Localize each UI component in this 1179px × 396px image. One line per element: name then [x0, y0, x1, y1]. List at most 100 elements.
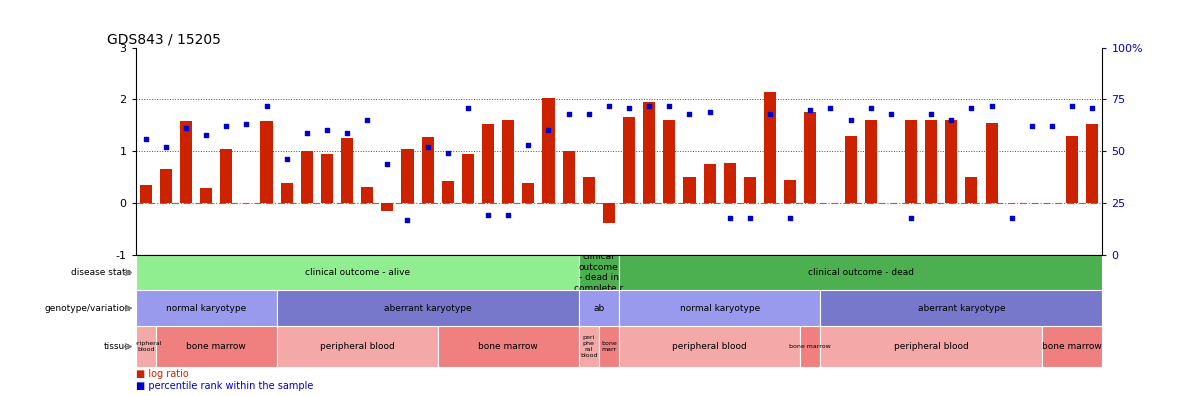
Point: [297, 129, 316, 136]
Point: [378, 160, 397, 167]
Text: aberrant karyotype: aberrant karyotype: [384, 304, 472, 312]
Text: bone marrow: bone marrow: [1042, 342, 1102, 351]
Bar: [341, 138, 354, 203]
Bar: [784, 180, 796, 203]
Point: [337, 129, 356, 136]
Bar: [442, 181, 454, 203]
Text: bone marrow: bone marrow: [479, 342, 538, 351]
Bar: [864, 120, 877, 203]
Point: [720, 214, 739, 221]
Bar: [502, 120, 514, 203]
Point: [599, 103, 618, 109]
Bar: [277, 326, 437, 367]
Bar: [462, 154, 474, 203]
Point: [660, 103, 679, 109]
Bar: [1042, 326, 1102, 367]
Bar: [821, 290, 1102, 326]
Point: [1002, 214, 1021, 221]
Text: peripheral
blood: peripheral blood: [130, 341, 162, 352]
Bar: [277, 290, 579, 326]
Point: [982, 103, 1001, 109]
Point: [217, 123, 236, 129]
Bar: [844, 135, 857, 203]
Point: [519, 142, 538, 148]
Bar: [139, 185, 152, 203]
Point: [579, 111, 598, 117]
Bar: [200, 188, 212, 203]
Bar: [579, 326, 599, 367]
Text: clinical outcome - alive: clinical outcome - alive: [304, 268, 409, 277]
Point: [1042, 123, 1061, 129]
Point: [882, 111, 901, 117]
Text: peripheral blood: peripheral blood: [894, 342, 968, 351]
Text: clinical
outcome
- dead in
complete r: clinical outcome - dead in complete r: [574, 253, 624, 293]
Point: [922, 111, 941, 117]
Point: [1022, 123, 1041, 129]
Point: [902, 214, 921, 221]
Bar: [1086, 124, 1099, 203]
Bar: [562, 151, 574, 203]
Point: [459, 105, 477, 111]
Point: [821, 105, 839, 111]
Text: aberrant karyotype: aberrant karyotype: [917, 304, 1006, 312]
Bar: [1066, 135, 1078, 203]
Bar: [602, 203, 615, 223]
Point: [680, 111, 699, 117]
Text: bone marrow: bone marrow: [790, 344, 831, 349]
Bar: [926, 120, 937, 203]
Bar: [422, 137, 434, 203]
Bar: [804, 112, 816, 203]
Point: [801, 107, 819, 113]
Bar: [801, 326, 821, 367]
Bar: [744, 177, 756, 203]
Bar: [156, 326, 277, 367]
Text: bone
marr: bone marr: [601, 341, 617, 352]
Text: ab: ab: [593, 304, 605, 312]
Point: [760, 111, 779, 117]
Text: peripheral blood: peripheral blood: [672, 342, 747, 351]
Bar: [986, 123, 997, 203]
Text: genotype/variation: genotype/variation: [45, 304, 131, 312]
Point: [419, 144, 437, 150]
Bar: [764, 91, 776, 203]
Bar: [946, 120, 957, 203]
Text: peri
phe
ral
blood: peri phe ral blood: [580, 335, 598, 358]
Point: [399, 216, 417, 223]
Bar: [821, 326, 1042, 367]
Point: [237, 121, 256, 128]
Point: [357, 117, 376, 123]
Text: tissue: tissue: [104, 342, 131, 351]
Bar: [905, 120, 917, 203]
Bar: [644, 102, 656, 203]
Point: [277, 156, 296, 163]
Bar: [482, 124, 494, 203]
Bar: [136, 326, 156, 367]
Point: [740, 214, 759, 221]
Bar: [619, 326, 801, 367]
Point: [539, 127, 558, 133]
Bar: [704, 164, 716, 203]
Bar: [401, 148, 414, 203]
Bar: [684, 177, 696, 203]
Point: [157, 144, 176, 150]
Text: GDS843 / 15205: GDS843 / 15205: [106, 32, 220, 46]
Bar: [220, 148, 232, 203]
Text: normal karyotype: normal karyotype: [679, 304, 759, 312]
Bar: [301, 151, 312, 203]
Bar: [136, 255, 579, 290]
Point: [1062, 103, 1081, 109]
Bar: [361, 187, 374, 203]
Text: clinical outcome - dead: clinical outcome - dead: [808, 268, 914, 277]
Bar: [599, 326, 619, 367]
Bar: [381, 203, 394, 211]
Bar: [579, 255, 619, 290]
Bar: [136, 290, 277, 326]
Text: peripheral blood: peripheral blood: [320, 342, 395, 351]
Point: [177, 125, 196, 131]
Bar: [281, 183, 292, 203]
Text: normal karyotype: normal karyotype: [166, 304, 246, 312]
Bar: [437, 326, 579, 367]
Bar: [522, 183, 534, 203]
Bar: [582, 177, 594, 203]
Point: [479, 212, 498, 219]
